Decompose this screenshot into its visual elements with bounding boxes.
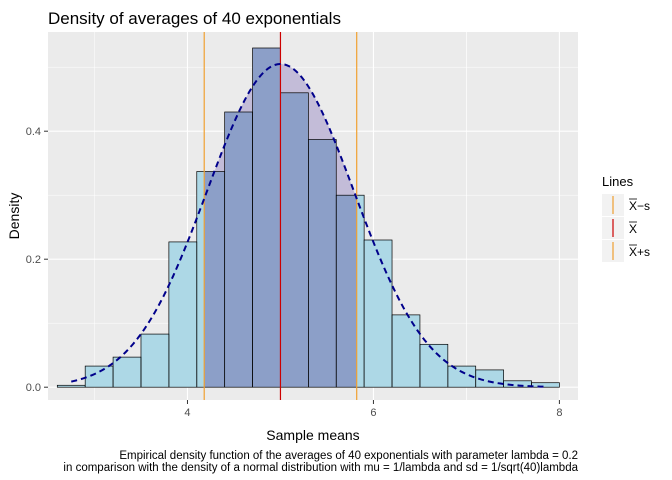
vertical-lines — [203, 32, 358, 400]
y-tick-label-2: 0.4 — [26, 126, 41, 138]
histogram-bar-14 — [447, 366, 476, 388]
x-tick-label-1: 6 — [370, 407, 376, 419]
histogram-bar-1 — [85, 366, 114, 388]
histogram-bar-11 — [364, 240, 393, 388]
legend-label-0: X−s — [629, 199, 650, 213]
histogram-bar-3 — [140, 334, 169, 388]
bar-overlap-9 — [308, 139, 337, 388]
histogram-bar-16 — [503, 380, 532, 388]
legend: Lines X−s X X+s — [602, 174, 650, 262]
normal-curve-line — [71, 63, 546, 388]
histogram-bar-2 — [113, 357, 141, 388]
bar-overlap-5 — [204, 171, 225, 388]
histogram-bar-outline-17 — [531, 382, 560, 388]
y-tick-label-1: 0.2 — [26, 254, 41, 266]
bar-overlap-10 — [336, 195, 357, 388]
axis-ticks: 4 6 8 0.0 0.2 0.4 — [26, 126, 563, 419]
caption-line-2: in comparison with the density of a norm… — [63, 462, 578, 474]
histogram-bar-outline-15 — [475, 369, 504, 388]
legend-label-2: X+s — [629, 245, 650, 259]
normal-curve — [71, 63, 546, 388]
histogram-bar-outlines — [56, 47, 560, 388]
histogram-bar-12 — [392, 314, 420, 388]
y-axis-title: Density — [6, 193, 22, 240]
x-tick-label-2: 8 — [556, 407, 562, 419]
histogram-bar-13 — [419, 344, 448, 388]
histogram-bar-4 — [168, 241, 197, 388]
chart-title: Density of averages of 40 exponentials — [48, 9, 341, 28]
bar-overlap-8 — [280, 92, 309, 388]
y-tick-label-0: 0.0 — [26, 382, 41, 394]
bar-overlap-6 — [224, 112, 253, 388]
bar-overlap-7 — [252, 48, 281, 388]
overlap-region — [204, 48, 357, 388]
histogram-bar-0 — [57, 385, 86, 388]
legend-label-1: X — [629, 222, 637, 236]
x-axis-title: Sample means — [266, 427, 359, 443]
histogram-bar-outline-11 — [363, 239, 393, 388]
legend-title: Lines — [602, 174, 634, 189]
histogram-bar-17 — [531, 382, 560, 388]
histogram-bar-15 — [475, 369, 504, 388]
caption-line-1: Empirical density function of the averag… — [119, 450, 578, 462]
x-tick-label-0: 4 — [184, 407, 190, 419]
